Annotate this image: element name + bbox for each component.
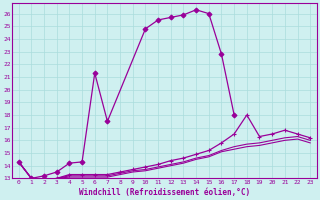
X-axis label: Windchill (Refroidissement éolien,°C): Windchill (Refroidissement éolien,°C): [79, 188, 250, 197]
